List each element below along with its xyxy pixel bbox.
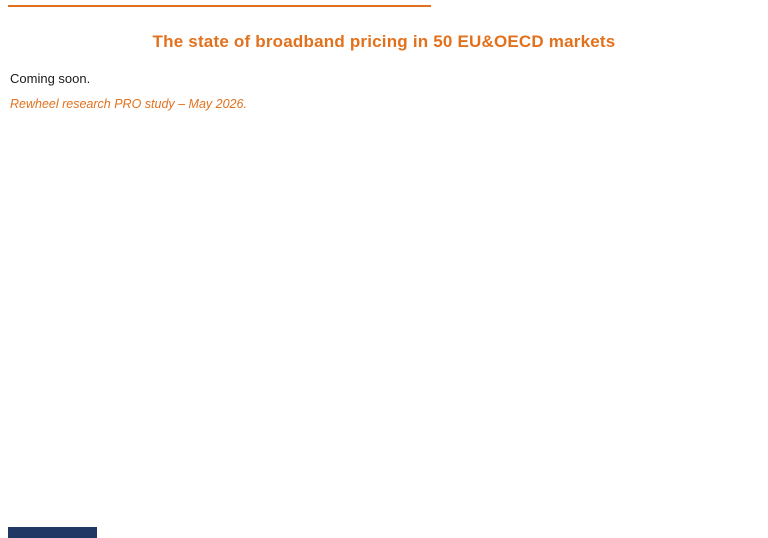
footer-bar [8, 527, 97, 538]
page-title: The state of broadband pricing in 50 EU&… [152, 32, 616, 51]
study-note-text: Rewheel research PRO study – May 2026. [10, 97, 247, 111]
top-divider [8, 5, 431, 7]
coming-soon-text: Coming soon. [10, 71, 91, 86]
